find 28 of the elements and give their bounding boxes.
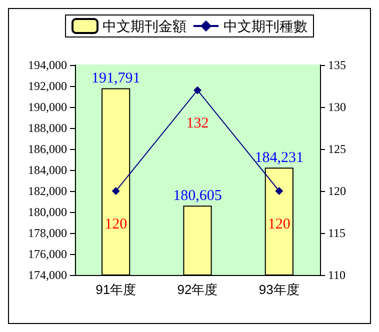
y2-tick-label: 110 xyxy=(328,268,346,282)
data-label: 191,791 xyxy=(91,70,140,87)
y2-tick-label: 135 xyxy=(328,58,346,72)
data-label: 120 xyxy=(268,216,290,232)
legend-label: 中文期刊金額 xyxy=(102,18,186,34)
data-label: 132 xyxy=(186,116,209,132)
y2-tick-label: 120 xyxy=(328,184,346,198)
x-tick-label: 92年度 xyxy=(177,282,218,297)
y-tick-label: 178,000 xyxy=(28,226,67,240)
y-tick-label: 184,000 xyxy=(28,163,67,177)
data-label: 120 xyxy=(104,216,128,232)
y-tick-label: 186,000 xyxy=(28,142,67,156)
y-tick-label: 174,000 xyxy=(28,268,67,282)
y-tick-label: 192,000 xyxy=(28,79,67,93)
y-tick-label: 188,000 xyxy=(28,121,67,135)
x-tick-label: 93年度 xyxy=(258,282,300,297)
x-tick-label: 91年度 xyxy=(96,282,136,297)
y2-tick-label: 125 xyxy=(328,142,346,156)
y-tick-label: 176,000 xyxy=(28,247,67,261)
y-tick-label: 190,000 xyxy=(28,100,67,114)
data-label: 180,605 xyxy=(173,188,222,204)
y2-tick-label: 130 xyxy=(328,100,346,114)
y-tick-label: 180,000 xyxy=(28,205,67,219)
legend-label: 中文期刊種數 xyxy=(224,18,308,34)
data-label: 184,231 xyxy=(254,150,304,166)
y2-tick-label: 115 xyxy=(328,226,346,240)
y-tick-label: 182,000 xyxy=(28,184,67,198)
y-tick-label: 194,000 xyxy=(28,58,67,72)
